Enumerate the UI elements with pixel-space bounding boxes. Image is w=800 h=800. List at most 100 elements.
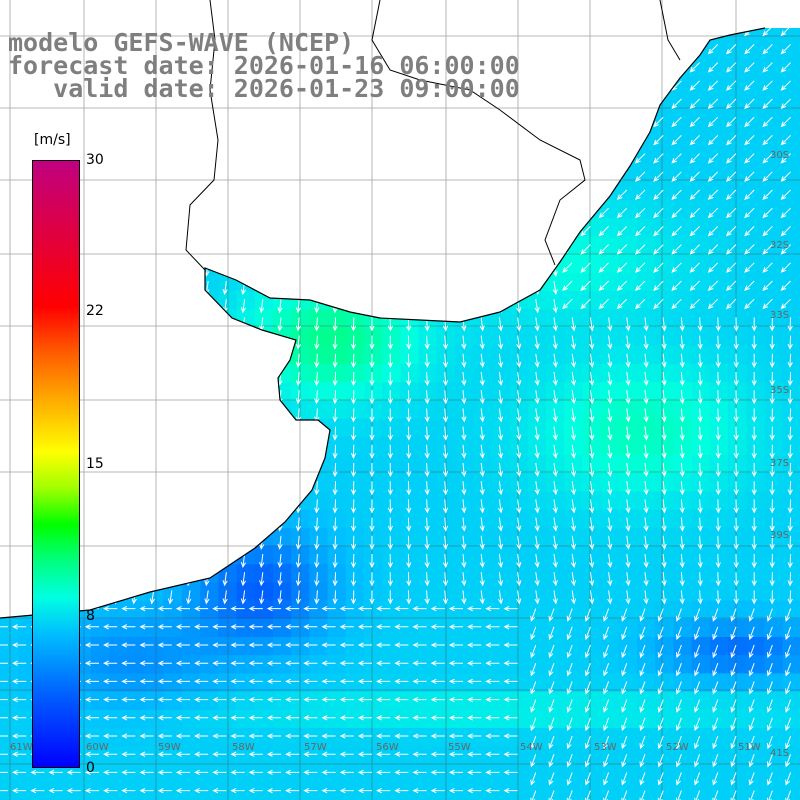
wind-arrow: [23, 553, 29, 569]
wind-arrow: [443, 8, 447, 21]
wind-arrow: [534, 262, 540, 277]
wind-cell: [273, 364, 292, 383]
wind-cell: [655, 637, 674, 656]
wind-cell: [200, 455, 219, 474]
wind-cell: [782, 236, 800, 256]
wind-arrow: [5, 262, 11, 277]
wind-cell: [691, 236, 711, 256]
wind-arrow: [689, 98, 700, 110]
wind-arrow: [785, 681, 792, 695]
wind-cell: [746, 418, 765, 438]
wind-cell: [637, 291, 656, 310]
wind-cell: [527, 746, 547, 765]
wind-arrow: [0, 696, 8, 703]
wind-cell: [309, 582, 329, 602]
wind-cell: [618, 746, 638, 765]
wind-arrow: [516, 171, 522, 186]
wind-arrow: [689, 171, 700, 182]
wind-arrow: [503, 751, 518, 757]
wind-arrow: [230, 605, 245, 612]
wind-arrow: [503, 733, 518, 739]
wind-cell: [491, 691, 511, 711]
wind-arrow: [603, 608, 610, 622]
wind-arrow: [369, 353, 375, 368]
wind-arrow: [653, 171, 664, 182]
wind-cell: [54, 782, 74, 800]
wind-cell: [764, 728, 784, 747]
wind-arrow: [497, 462, 504, 478]
wind-arrow: [186, 499, 192, 514]
wind-arrow: [186, 426, 192, 441]
wind-arrow: [339, 660, 354, 666]
wind-arrow: [566, 717, 573, 732]
wind-arrow: [387, 153, 393, 168]
wind-arrow: [332, 189, 338, 205]
wind-cell: [782, 764, 800, 784]
wind-cell: [91, 182, 110, 201]
wind-cell: [600, 564, 620, 583]
wind-cell: [455, 400, 474, 420]
wind-arrow: [679, 317, 685, 332]
wind-arrow: [204, 481, 210, 496]
wind-cell: [400, 382, 420, 401]
wind-arrow: [769, 535, 775, 550]
wind-arrow: [657, 699, 664, 713]
wind-arrow: [204, 390, 210, 405]
wind-cell: [728, 655, 747, 674]
wind-arrow: [657, 644, 664, 659]
wind-cell: [655, 327, 674, 347]
wind-cell: [746, 200, 765, 219]
wind-arrow: [461, 590, 467, 605]
wind-arrow: [751, 426, 757, 441]
wind-cell: [163, 728, 183, 747]
wind-cell: [163, 109, 183, 128]
wind-arrow: [424, 517, 430, 532]
wind-cell: [527, 782, 547, 800]
wind-arrow: [387, 117, 393, 132]
wind-cell: [273, 0, 292, 19]
wind-cell: [309, 0, 328, 19]
wind-cell: [400, 491, 420, 511]
wind-arrow: [442, 135, 449, 150]
wind-arrow: [167, 481, 174, 496]
wind-cell: [182, 564, 201, 583]
wind-cell: [109, 564, 128, 583]
wind-arrow: [697, 390, 703, 405]
wind-arrow: [23, 426, 29, 441]
wind-cell: [473, 491, 492, 511]
wind-cell: [673, 564, 693, 583]
wind-cell: [728, 364, 747, 383]
wind-arrow: [707, 189, 719, 201]
wind-cell: [582, 436, 602, 456]
wind-arrow: [277, 280, 283, 296]
wind-arrow: [314, 444, 320, 459]
wind-cell: [728, 0, 747, 19]
wind-arrow: [95, 499, 101, 514]
wind-arrow: [350, 226, 357, 241]
wind-arrow: [707, 262, 719, 273]
wind-arrow: [563, 8, 572, 17]
wind-cell: [673, 600, 693, 620]
wind-arrow: [277, 335, 283, 350]
wind-cell: [546, 655, 565, 674]
wind-cell: [509, 218, 529, 238]
wind-arrow: [157, 787, 172, 794]
wind-arrow: [131, 244, 137, 259]
wind-arrow: [530, 608, 537, 622]
wind-cell: [600, 127, 620, 147]
wind-cell: [91, 491, 110, 511]
wind-cell: [109, 236, 128, 256]
wind-arrow: [131, 444, 137, 459]
wind-arrow: [689, 153, 700, 164]
wind-cell: [655, 491, 674, 511]
wind-cell: [600, 54, 620, 74]
wind-cell: [637, 400, 656, 420]
wind-arrow: [412, 733, 427, 739]
wind-arrow: [751, 481, 757, 496]
wind-arrow: [212, 715, 227, 721]
wind-arrow: [653, 298, 664, 310]
wind-cell: [746, 782, 765, 800]
wind-arrow: [516, 353, 522, 368]
wind-arrow: [689, 280, 700, 292]
wind-arrow: [787, 462, 793, 478]
